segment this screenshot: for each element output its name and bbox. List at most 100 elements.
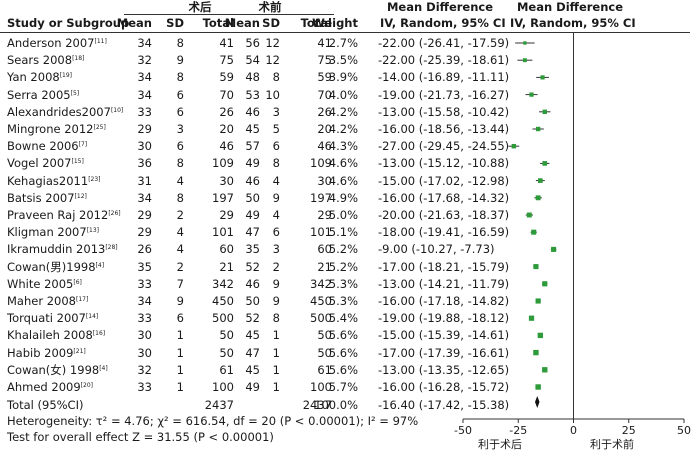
cell-ci: -13.00 (-15.58, -10.42) (378, 104, 510, 119)
study-ref: [18] (72, 55, 85, 63)
cell-sd2: 9 (272, 276, 280, 291)
table-row: Batsis 2007[12] 34 8 197 50 9 197 4.9% -16.00 (-… (0, 191, 700, 207)
cell-mean1: 35 (137, 259, 152, 274)
cell-total2: 450 (310, 294, 332, 308)
col-weight-header: Weight (312, 16, 358, 30)
col-sd2-header: SD (262, 16, 280, 30)
cell-weight: 5.6% (328, 362, 358, 377)
cell-total2: 20 (317, 122, 332, 136)
cell-weight: 4.9% (328, 190, 358, 205)
cell-mean2: 46 (245, 173, 260, 188)
point-estimate-square (538, 178, 543, 183)
cell-weight: 4.6% (328, 156, 358, 171)
cell-mean2: 49 (245, 380, 260, 394)
table-row: Yan 2008[19] 34 8 59 48 8 59 3.9% -14.00 (-16.89… (0, 70, 700, 86)
study-cell: Mingrone 2012[25] (7, 122, 106, 136)
table-row: Kehagias2011[23] 31 4 30 46 4 30 4.6% -15.00 (-1… (0, 174, 700, 190)
point-estimate-square (537, 332, 544, 339)
cell-total2: 500 (310, 311, 332, 326)
pooled-diamond (535, 396, 540, 408)
cell-mean2: 46 (245, 276, 260, 291)
cell-sd2: 10 (265, 87, 280, 102)
cell-mean1: 29 (137, 122, 152, 136)
col-mean2-header: Mean (224, 16, 260, 30)
study-cell: Vogel 2007[15] (7, 156, 84, 170)
cell-ci: -17.00 (-18.21, -15.79) (378, 259, 510, 274)
point-estimate-square (529, 92, 534, 97)
study-name: Kligman 2007 (7, 225, 87, 240)
cell-sd1: 1 (176, 328, 184, 343)
cell-total2: 101 (310, 225, 332, 240)
table-row: Torquati 2007[14] 33 6 500 52 8 500 5.4% -19.00 … (0, 311, 700, 327)
cell-mean1: 33 (137, 104, 152, 119)
cell-mean2: 52 (245, 311, 260, 326)
x-tick-label: -50 (454, 424, 472, 437)
cell-weight: 5.3% (328, 276, 358, 291)
total-weight: 100.0% (314, 398, 358, 412)
cell-mean2: 45 (245, 328, 260, 343)
cell-total2: 61 (317, 362, 332, 377)
cell-sd2: 6 (272, 225, 280, 240)
cell-mean2: 49 (245, 156, 260, 171)
col-total2-header: Total (300, 16, 332, 30)
table-row: Ahmed 2009[20] 33 1 100 49 1 100 5.7% -16.00 (-1… (0, 380, 700, 396)
cell-total1: 100 (212, 380, 234, 394)
cell-total1: 197 (212, 190, 234, 205)
study-cell: Cowan(女) 1998[4] (7, 363, 108, 377)
cell-total1: 500 (212, 311, 234, 326)
cell-sd1: 8 (176, 190, 184, 205)
study-ref: [14] (85, 313, 99, 321)
cell-mean1: 36 (137, 156, 152, 171)
study-name: Mingrone 2012 (7, 122, 94, 136)
cell-mean1: 32 (137, 53, 152, 68)
cell-mean2: 50 (245, 190, 260, 205)
cell-ci: -13.00 (-13.35, -12.65) (378, 362, 510, 377)
study-cell: Sears 2008[18] (7, 53, 84, 67)
table-row: Anderson 2007[11] 34 8 41 56 12 41 2.7% -22.00 (… (0, 36, 700, 52)
study-name: Cowan(女) 1998 (7, 362, 100, 377)
table-row: White 2005[6] 33 7 342 46 9 342 5.3% -13.00 (-14… (0, 277, 700, 293)
cell-sd1: 4 (176, 242, 184, 257)
cell-mean1: 34 (137, 36, 152, 50)
cell-total2: 75 (317, 53, 332, 68)
total-n2: 2437 (302, 398, 332, 412)
cell-mean2: 52 (245, 259, 260, 274)
group-underline-ctrl (222, 14, 334, 15)
cell-total2: 21 (317, 259, 332, 274)
cell-total2: 26 (317, 104, 332, 119)
study-name: Khalaileh 2008 (7, 328, 93, 343)
cell-total1: 50 (219, 328, 234, 343)
cell-mean2: 49 (245, 208, 260, 222)
study-ref: [19] (59, 72, 73, 80)
cell-weight: 4.0% (328, 87, 358, 102)
cell-sd2: 1 (272, 328, 280, 343)
study-cell: Anderson 2007[11] (7, 36, 107, 50)
cell-total1: 60 (219, 242, 234, 257)
cell-total2: 29 (317, 208, 332, 222)
cell-ci: -19.00 (-19.88, -18.12) (378, 311, 510, 326)
cell-sd2: 8 (272, 156, 280, 171)
cell-sd2: 12 (265, 36, 280, 50)
cell-ci: -22.00 (-26.41, -17.59) (378, 36, 510, 50)
cell-weight: 4.6% (328, 173, 358, 188)
favours-left-label: 利于术后 (478, 438, 522, 451)
cell-sd1: 4 (176, 173, 184, 188)
cell-total1: 26 (219, 104, 234, 119)
cell-total2: 41 (317, 36, 332, 50)
cell-sd2: 9 (272, 294, 280, 308)
cell-ci: -16.00 (-17.18, -14.82) (378, 294, 510, 308)
study-ref: [16] (92, 330, 106, 338)
cell-ci: -13.00 (-15.12, -10.88) (378, 156, 510, 171)
cell-ci: -13.00 (-14.21, -11.79) (378, 276, 510, 291)
point-estimate-square (531, 229, 537, 235)
cell-mean1: 30 (137, 139, 152, 154)
point-estimate-square (523, 41, 527, 45)
cell-mean1: 32 (137, 362, 152, 377)
study-cell: Kehagias2011[23] (7, 174, 101, 188)
cell-mean1: 33 (137, 276, 152, 291)
cell-mean1: 34 (137, 87, 152, 102)
cell-total1: 75 (219, 53, 234, 68)
col-sd1-header: SD (166, 16, 184, 30)
cell-sd1: 8 (176, 70, 184, 85)
cell-ci: -22.00 (-25.39, -18.61) (378, 53, 510, 68)
